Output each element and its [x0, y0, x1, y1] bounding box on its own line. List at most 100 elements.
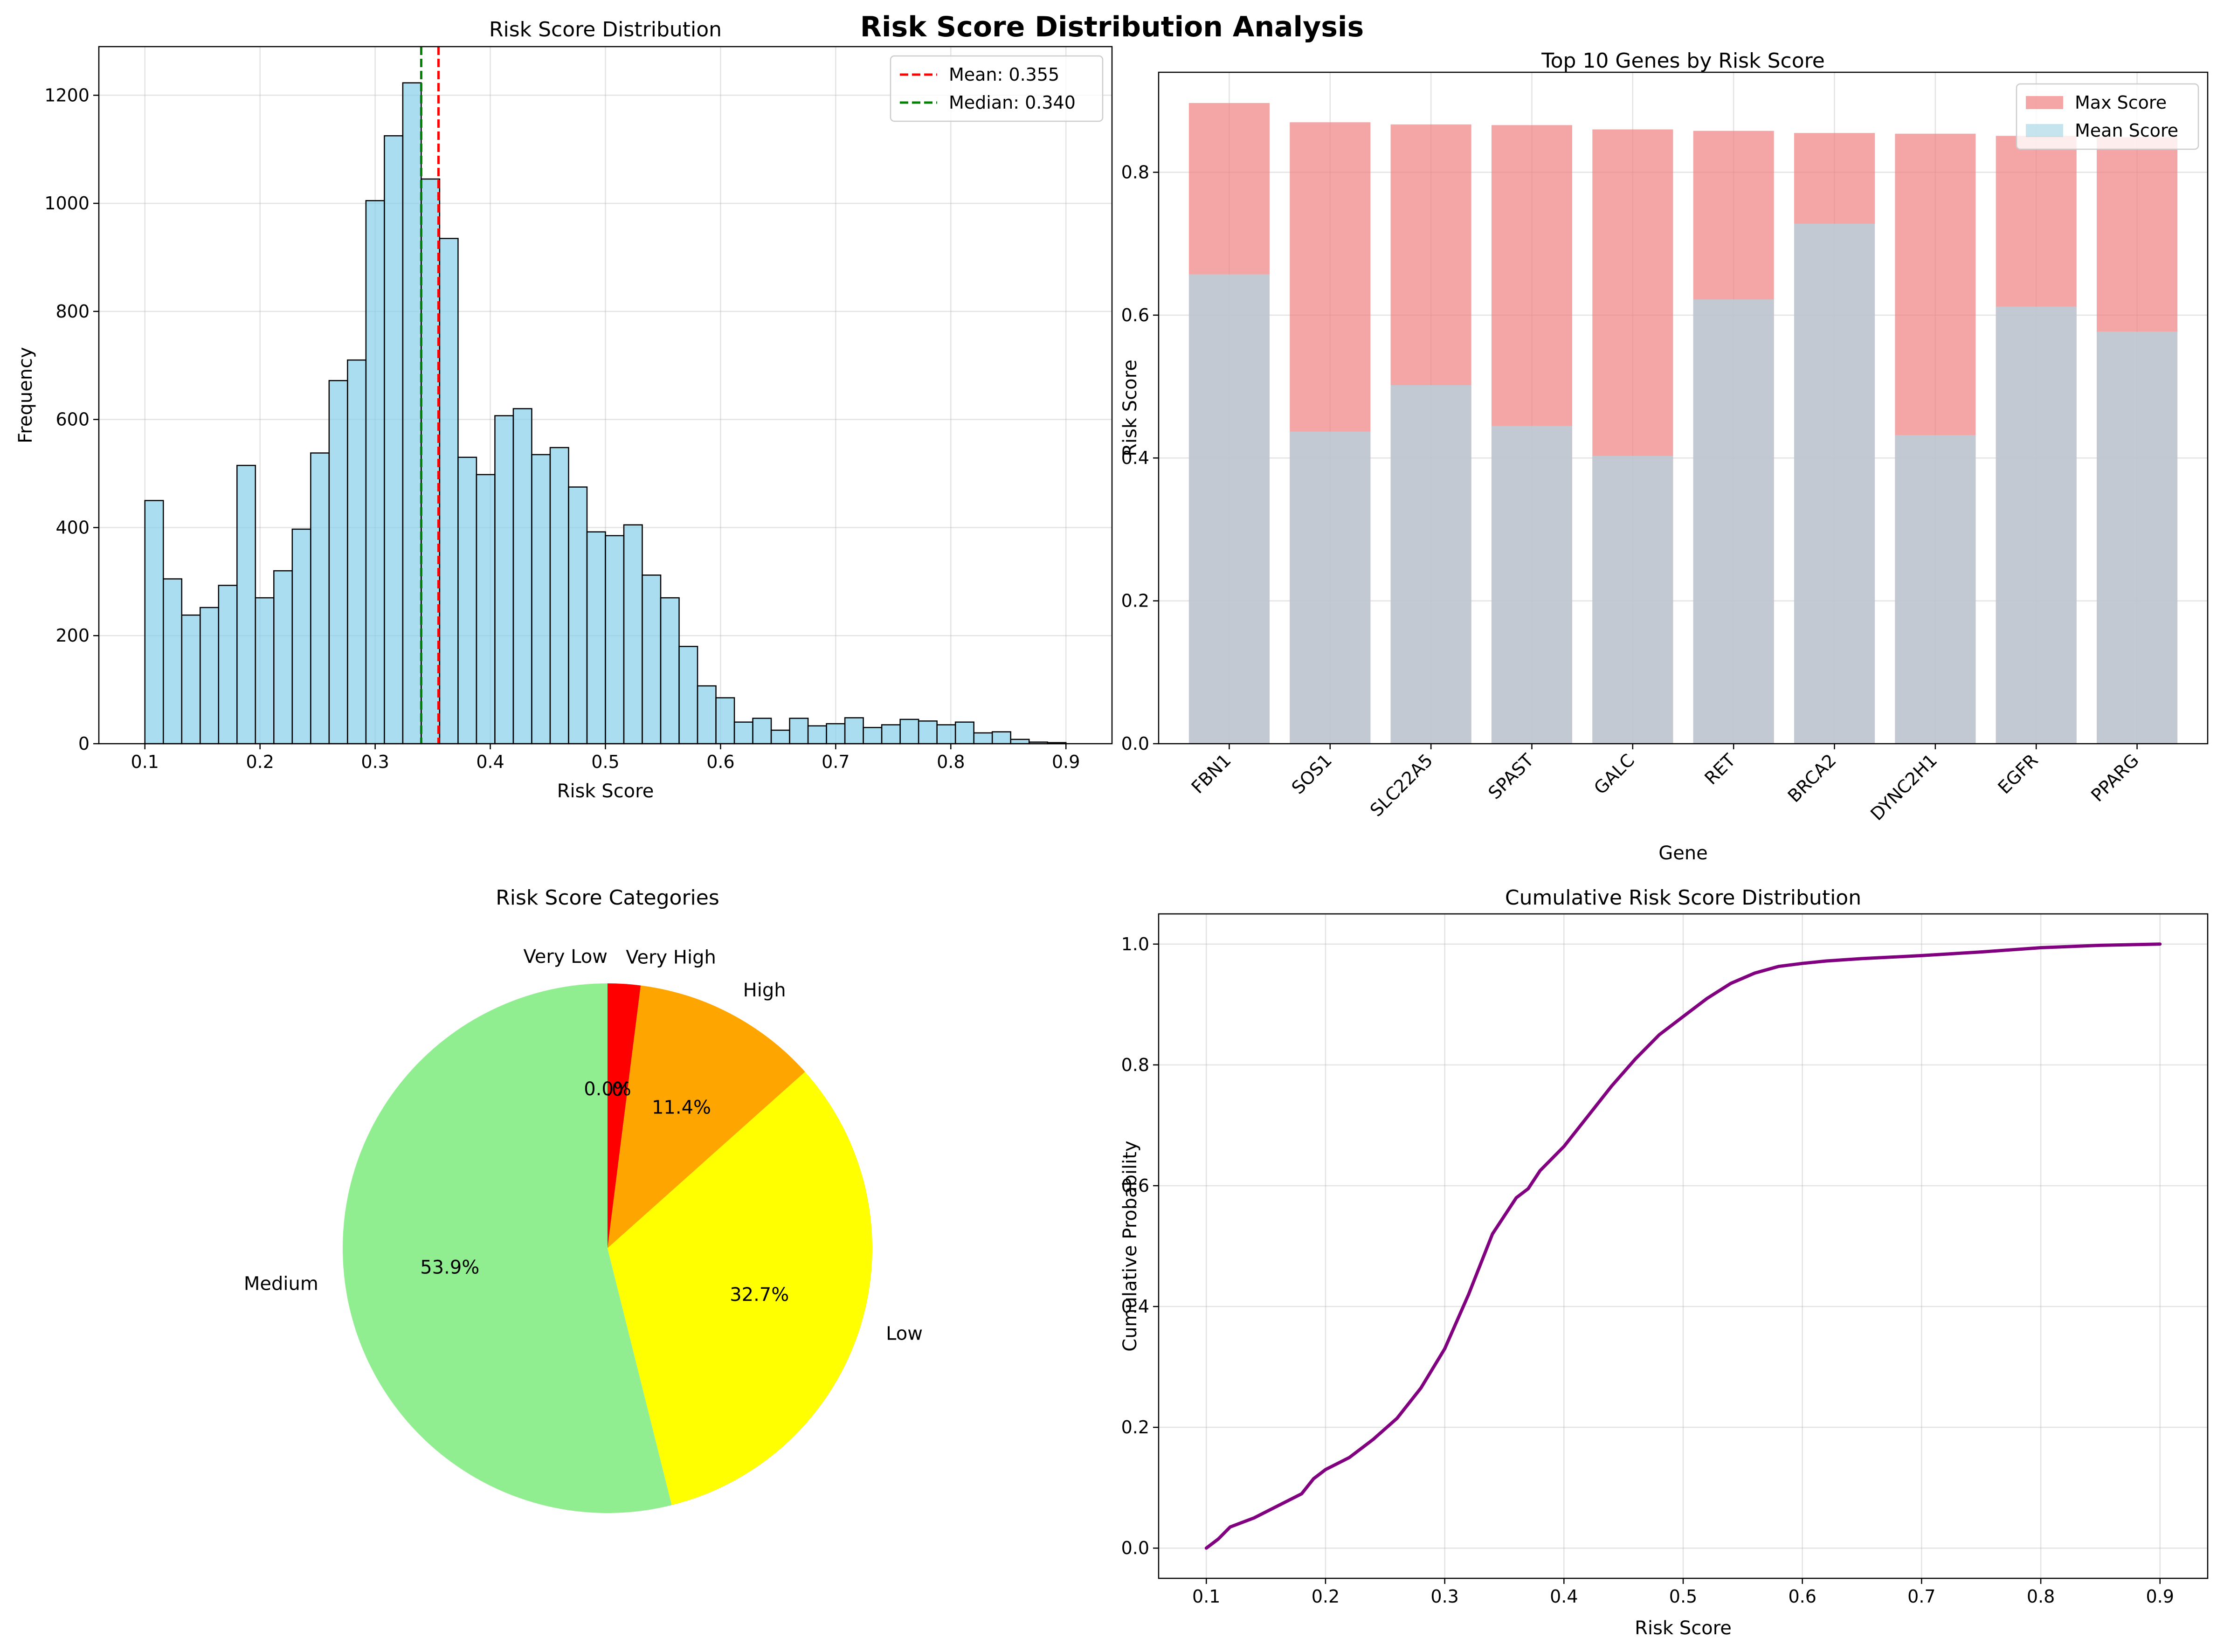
hist-bar [660, 597, 680, 745]
cdf-xtick-label: 0.2 [1312, 1586, 1340, 1607]
hist-bar [844, 717, 864, 745]
hist-title: Risk Score Distribution [489, 18, 722, 41]
cdf-ytick-label: 0.6 [1121, 1175, 1149, 1196]
hist-bar [439, 238, 459, 745]
hist-bar [770, 729, 790, 745]
mean-score-bar [2097, 332, 2178, 744]
hist-ytick-label: 1200 [44, 85, 90, 105]
pie-title: Risk Score Categories [496, 886, 719, 910]
hist-xtick-label: 0.5 [591, 752, 619, 772]
pie-percent-label: 0.0% [584, 1078, 631, 1100]
hist-ytick-label: 400 [55, 517, 90, 538]
mean-score-bar [1895, 435, 1976, 744]
hist-bar [678, 646, 698, 745]
hist-bar [568, 486, 588, 745]
pie-slice [608, 1071, 872, 1506]
figure-suptitle: Risk Score Distribution Analysis [860, 11, 1364, 43]
hist-xtick-label: 0.9 [1052, 752, 1080, 772]
hist-bar [328, 380, 348, 745]
hist-bar [291, 528, 311, 745]
hist-bar [181, 614, 201, 745]
hist-bar [1010, 739, 1030, 745]
cdf-xtick-label: 0.4 [1550, 1586, 1578, 1607]
cdf-xtick-label: 0.7 [1907, 1586, 1935, 1607]
hist-xtick-label: 0.3 [361, 752, 389, 772]
hist-legend-box [890, 55, 1104, 122]
hist-bar [752, 718, 772, 745]
hist-bar [936, 724, 956, 745]
hist-bar [549, 447, 569, 745]
hist-bar [457, 456, 477, 745]
hist-legend-label: Mean: 0.355 [949, 64, 1059, 85]
mean-score-bar [1491, 426, 1573, 744]
hist-ylabel: Frequency [15, 347, 36, 443]
hist-xtick-label: 0.6 [706, 752, 734, 772]
hist-xlabel: Risk Score [557, 781, 654, 802]
pie-category-label: Very Low [524, 946, 608, 968]
hist-bar [789, 718, 809, 745]
hist-bar [899, 719, 919, 745]
bars-title: Top 10 Genes by Risk Score [1541, 49, 1825, 73]
hist-bar [586, 531, 606, 745]
hist-ytick-label: 200 [55, 625, 90, 646]
hist-legend-label: Median: 0.340 [949, 92, 1076, 113]
hist-bar [918, 720, 938, 745]
hist-bar [531, 454, 551, 745]
bars-ylabel: Risk Score [1119, 359, 1141, 456]
mean-score-bar [1290, 431, 1371, 744]
cdf-xlabel: Risk Score [1635, 1617, 1732, 1639]
bars-legend-label: Mean Score [2075, 120, 2178, 141]
cdf-xtick-label: 0.8 [2027, 1586, 2055, 1607]
cdf-xtick-label: 0.6 [1788, 1586, 1816, 1607]
hist-bar [384, 135, 404, 745]
cdf-xtick-label: 0.3 [1430, 1586, 1458, 1607]
hist-xtick-label: 0.1 [131, 752, 159, 772]
hist-xtick-label: 0.4 [476, 752, 504, 772]
bars-ytick-label: 0.4 [1121, 448, 1149, 468]
histogram-panel: 0.1 0.2 0.3 0.4 0.5 0.6 0.7 0.8 0.9 0 200 400 600 800… [15, 18, 1113, 802]
hist-bar [733, 721, 753, 745]
hist-bar [218, 585, 238, 745]
pie-category-label: Very High [626, 947, 716, 968]
cdf-xtick-label: 0.5 [1669, 1586, 1697, 1607]
hist-ytick-label: 600 [55, 409, 90, 430]
hist-bar [623, 524, 643, 745]
hist-bar [144, 500, 164, 745]
pie-percent-label: 32.7% [730, 1284, 789, 1306]
mean-score-bar [1794, 223, 1875, 744]
bars-ytick-label: 0.0 [1121, 733, 1149, 754]
hist-xtick-label: 0.8 [937, 752, 965, 772]
pie-category-label: High [743, 980, 786, 1001]
cdf-ytick-label: 1.0 [1121, 934, 1149, 954]
cdf-xtick-label: 0.9 [2146, 1586, 2174, 1607]
cdf-panel: 0.1 0.2 0.3 0.4 0.5 0.6 0.7 0.8 0.9 0.0 0.2 0.4 0.6 0… [1119, 886, 2209, 1639]
bars-legend-swatch [2026, 124, 2063, 137]
hist-bar [402, 82, 422, 745]
cdf-xtick-label: 0.1 [1192, 1586, 1220, 1607]
hist-bar [310, 452, 330, 745]
hist-bar [255, 597, 275, 745]
cdf-ytick-label: 0.2 [1121, 1417, 1149, 1438]
hist-bar [991, 731, 1011, 745]
hist-bar [954, 721, 974, 745]
hist-bar [807, 725, 827, 745]
hist-bar [826, 723, 846, 745]
bars-ytick-label: 0.8 [1121, 162, 1149, 182]
hist-bar [863, 726, 883, 745]
pie-slice [608, 985, 805, 1248]
bars-ytick-label: 0.6 [1121, 305, 1149, 325]
cdf-ytick-label: 0.8 [1121, 1055, 1149, 1075]
bars-axes-frame [1158, 71, 2209, 745]
cdf-line [1204, 942, 2162, 1550]
hist-xtick-label: 0.7 [822, 752, 850, 772]
hist-ytick-label: 800 [55, 301, 90, 322]
bars-xlabel: Gene [1658, 843, 1708, 864]
bars-legend-swatch [2026, 96, 2063, 109]
mean-score-bar [1693, 299, 1774, 744]
pie-percent-label: 53.9% [420, 1257, 479, 1279]
hist-bar [476, 474, 496, 745]
hist-ytick-label: 0 [78, 733, 90, 754]
cdf-ylabel: Cumulative Probability [1119, 1141, 1141, 1351]
